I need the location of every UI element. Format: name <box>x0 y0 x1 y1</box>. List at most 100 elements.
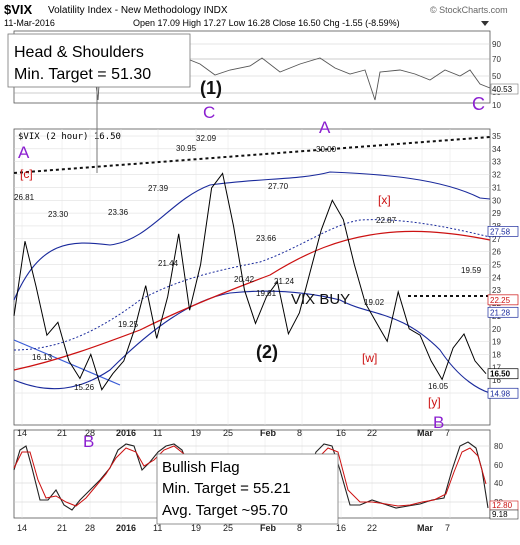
price-tick: 26 <box>492 248 501 257</box>
price-label: 32.09 <box>196 134 217 143</box>
price-label: 27.70 <box>268 182 289 191</box>
wave-label-y: [y] <box>428 395 441 409</box>
rsi-value-badge <box>490 83 519 95</box>
x-axis-label: 16 <box>336 523 346 533</box>
wave-label-2: (2) <box>256 342 278 362</box>
x-axis-label: 22 <box>367 523 377 533</box>
price-label: 16.05 <box>428 382 449 391</box>
price-label: 15.26 <box>74 383 95 392</box>
wave-label-x: [x] <box>378 193 391 207</box>
price-tick: 29 <box>492 209 501 218</box>
rsi-axis: 90 70 50 30 10 <box>492 40 501 110</box>
x-axis-label: 19 <box>191 428 201 438</box>
flag-annotation-box <box>156 453 339 525</box>
x-axis-label: 11 <box>153 428 162 438</box>
price-badge <box>487 368 519 380</box>
price-label: 21.44 <box>158 259 179 268</box>
x-axis-label: 7 <box>445 523 450 533</box>
date-gridlines <box>21 129 451 518</box>
price-tick: 32 <box>492 171 501 180</box>
lower-badge-value: 9.18 <box>492 510 508 519</box>
price-label: 30.95 <box>176 144 197 153</box>
price-axis: 3534333231302928272625242322212019181716… <box>492 132 501 398</box>
price-label: 20.42 <box>234 275 255 284</box>
wave-label-b: B <box>433 413 444 432</box>
x-axis-label: 8 <box>297 523 302 533</box>
x-axis-label: Mar <box>417 428 434 438</box>
price-tick: 27 <box>492 235 501 244</box>
price-badge <box>487 225 519 237</box>
x-axis-label: Mar <box>417 523 434 533</box>
x-axis-label: 14 <box>17 523 27 533</box>
price-labels: 26.81 23.30 16.13 15.26 23.36 19.25 27.3… <box>14 134 482 392</box>
rsi-tick: 50 <box>492 72 501 81</box>
lower-wave-label-b: B <box>83 432 94 451</box>
lower-band <box>13 290 491 394</box>
price-badge-value: 21.28 <box>490 308 511 317</box>
price-tick: 25 <box>492 261 501 270</box>
price-tick: 34 <box>492 145 501 154</box>
x-axis: 14 14 21 21 28 28 2016 2016 11 11 19 19 25 25 Feb Feb 8 8… <box>17 428 450 533</box>
price-badge-value: 22.25 <box>490 296 511 305</box>
support-trendline <box>13 339 121 386</box>
chart-quote: Open 17.09 High 17.27 Low 16.28 Close 16… <box>133 18 400 28</box>
wave-label-c-top: C <box>203 103 215 122</box>
wave-label-w: [w] <box>362 351 377 365</box>
neckline-trendline <box>13 136 491 174</box>
price-label: 23.30 <box>48 210 69 219</box>
price-badge-value: 27.58 <box>490 227 511 236</box>
price-tick: 20 <box>492 325 501 334</box>
lower-axis: 80 60 40 20 <box>494 442 503 507</box>
price-tick: 30 <box>492 196 501 205</box>
moving-average <box>13 230 491 371</box>
chart-name: Volatility Index - New Methodology INDX <box>48 5 228 16</box>
price-line <box>13 172 487 391</box>
rsi-tick: 70 <box>492 55 501 64</box>
flag-avg-target: Avg. Target ~95.70 <box>162 502 288 519</box>
price-label: 21.24 <box>274 277 295 286</box>
wave-label-a-top: A <box>319 118 331 137</box>
lower-badge <box>489 509 519 520</box>
hs-annotation-box <box>7 33 191 88</box>
price-label: 23.66 <box>256 234 277 243</box>
watermark: © StockCharts.com <box>430 5 508 15</box>
price-label: 23.36 <box>108 208 129 217</box>
x-axis-label: 16 <box>336 428 346 438</box>
rsi-wave-label: (1) <box>200 78 222 98</box>
dropdown-arrow-icon[interactable] <box>481 21 489 26</box>
x-axis-label: 25 <box>223 523 233 533</box>
price-badge-value: 16.50 <box>490 370 511 379</box>
right-badges: 27.58 22.25 21.28 16.50 14.98 <box>487 225 519 399</box>
price-badge <box>487 294 519 306</box>
flag-min-target: Min. Target = 55.21 <box>162 480 291 497</box>
lower-tick: 60 <box>494 461 503 470</box>
x-axis-label: 25 <box>223 428 233 438</box>
x-axis-label: 19 <box>191 523 201 533</box>
x-axis-label: 2016 <box>116 428 136 438</box>
price-tick: 35 <box>492 132 501 141</box>
wave-label-c-bracket: [c] <box>20 167 33 181</box>
price-tick: 17 <box>492 363 501 372</box>
price-label: 22.87 <box>376 216 397 225</box>
price-label: 30.00 <box>316 145 337 154</box>
price-label: 26.81 <box>14 193 35 202</box>
rsi-wave-label-c: C <box>472 94 485 114</box>
rsi-tick: 10 <box>492 101 501 110</box>
upper-band <box>13 171 491 301</box>
price-badge <box>487 306 519 318</box>
x-axis-label: 21 <box>57 523 67 533</box>
price-label: 19.61 <box>256 289 277 298</box>
x-axis-label: 8 <box>297 428 302 438</box>
hs-target: Min. Target = 51.30 <box>14 66 151 83</box>
price-tick: 31 <box>492 183 501 192</box>
price-tick: 18 <box>492 350 501 359</box>
x-axis-label: 28 <box>85 428 95 438</box>
middle-band <box>13 219 491 351</box>
x-axis-label: Feb <box>260 523 277 533</box>
lower-tick: 40 <box>494 479 503 488</box>
wave-label-a-left: A <box>18 143 30 162</box>
price-label: 19.02 <box>364 298 385 307</box>
price-label: 19.25 <box>118 320 139 329</box>
